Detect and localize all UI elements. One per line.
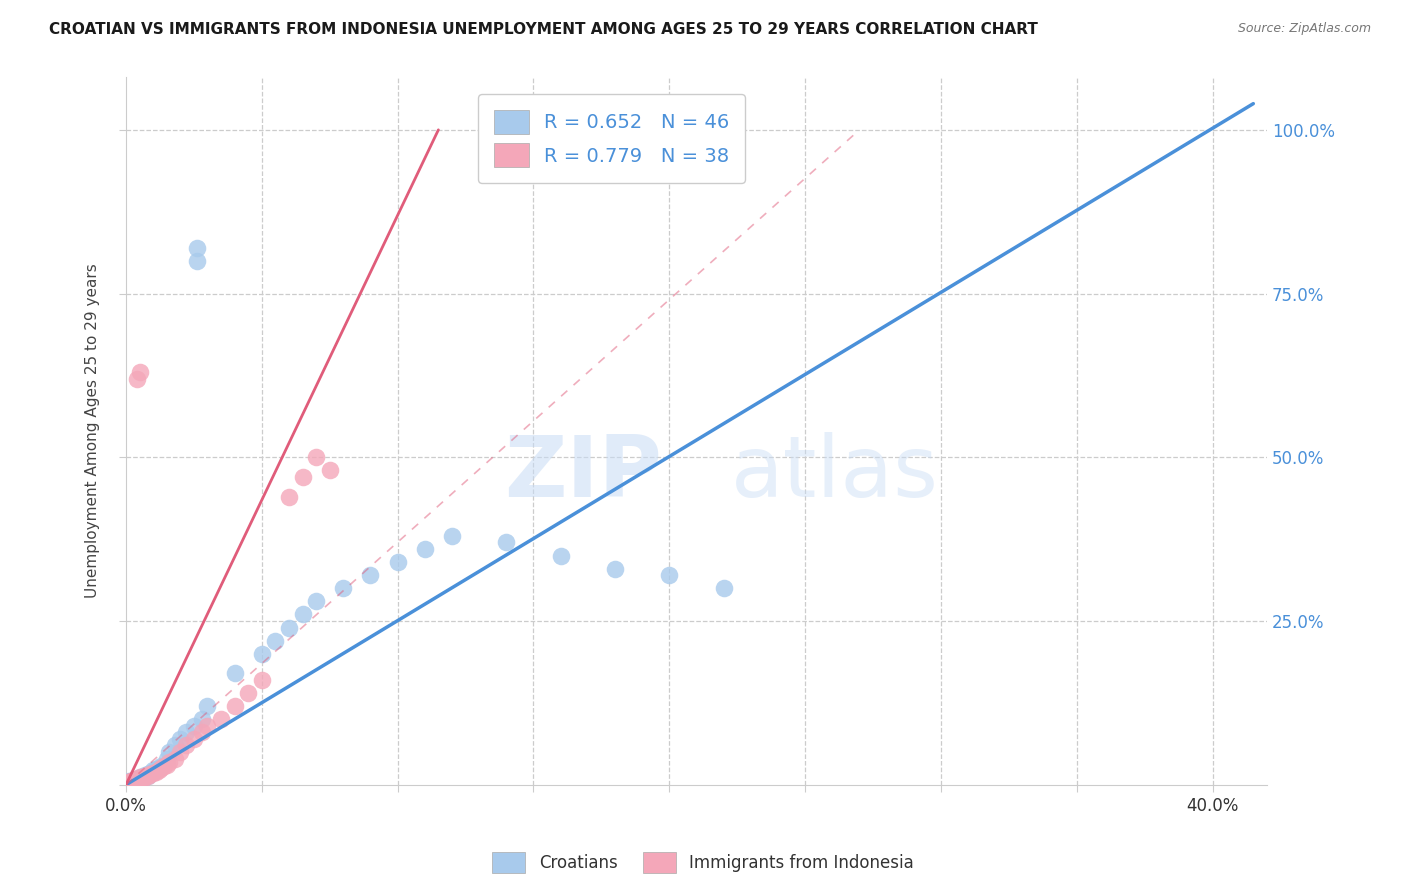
Point (128, 770, 150, 784)
Point (209, 712, 232, 726)
Y-axis label: Unemployment Among Ages 25 to 29 years: Unemployment Among Ages 25 to 29 years (86, 264, 100, 599)
Point (150, 759, 173, 773)
Point (250, 647, 273, 661)
Point (128, 365, 150, 379)
Point (169, 745, 191, 759)
Point (128, 771, 150, 785)
Point (125, 772, 148, 786)
Point (186, 253, 208, 268)
Point (224, 699, 246, 714)
Point (291, 607, 314, 622)
Point (122, 773, 145, 788)
Point (142, 766, 165, 780)
Point (163, 739, 186, 753)
Point (120, 773, 142, 788)
Point (387, 555, 409, 569)
Point (359, 568, 381, 582)
Point (197, 719, 219, 733)
Point (713, 582, 735, 596)
Legend: R = 0.652   N = 46, R = 0.779   N = 38: R = 0.652 N = 46, R = 0.779 N = 38 (478, 95, 745, 183)
Point (122, 772, 145, 787)
Point (495, 535, 517, 549)
Point (136, 768, 159, 782)
Text: atlas: atlas (731, 432, 939, 515)
Point (120, 773, 142, 788)
Point (122, 772, 145, 787)
Point (153, 759, 176, 773)
Point (131, 772, 153, 787)
Point (131, 771, 153, 785)
Point (603, 561, 626, 575)
Point (305, 594, 328, 608)
Point (250, 673, 273, 687)
Point (145, 762, 167, 776)
Point (150, 761, 173, 775)
Point (319, 463, 342, 477)
Point (118, 774, 141, 789)
Point (550, 549, 572, 563)
Point (120, 774, 142, 789)
Point (145, 764, 167, 779)
Point (156, 758, 179, 772)
Point (134, 768, 156, 782)
Point (131, 772, 153, 787)
Point (125, 774, 148, 789)
Point (224, 666, 246, 681)
Point (142, 764, 165, 779)
Point (658, 568, 681, 582)
Point (131, 771, 153, 785)
Point (125, 372, 148, 386)
Text: CROATIAN VS IMMIGRANTS FROM INDONESIA UNEMPLOYMENT AMONG AGES 25 TO 29 YEARS COR: CROATIAN VS IMMIGRANTS FROM INDONESIA UN… (49, 22, 1038, 37)
Point (139, 766, 162, 780)
Point (128, 770, 150, 784)
Point (159, 745, 181, 759)
Point (191, 712, 214, 726)
Point (174, 725, 197, 739)
Point (125, 772, 148, 786)
Point (156, 751, 179, 765)
Point (174, 739, 197, 753)
Point (118, 775, 141, 789)
Point (136, 768, 159, 782)
Point (125, 773, 148, 788)
Point (128, 771, 150, 785)
Point (163, 751, 186, 765)
Point (148, 764, 170, 778)
Point (159, 755, 181, 769)
Point (169, 731, 191, 746)
Point (183, 731, 205, 746)
Point (134, 769, 156, 783)
Point (139, 767, 162, 781)
Point (191, 725, 214, 739)
Point (278, 490, 301, 504)
Point (413, 541, 436, 556)
Legend: Croatians, Immigrants from Indonesia: Croatians, Immigrants from Indonesia (485, 846, 921, 880)
Point (183, 719, 205, 733)
Point (122, 773, 145, 788)
Point (291, 470, 314, 484)
Point (278, 621, 301, 635)
Text: Source: ZipAtlas.com: Source: ZipAtlas.com (1237, 22, 1371, 36)
Point (134, 769, 156, 783)
Point (142, 764, 165, 778)
Point (136, 767, 159, 781)
Point (136, 768, 159, 782)
Point (238, 686, 260, 700)
Point (440, 529, 463, 543)
Point (332, 582, 354, 596)
Point (197, 699, 219, 714)
Point (305, 450, 328, 465)
Point (148, 761, 170, 775)
Text: ZIP: ZIP (505, 432, 662, 515)
Point (264, 633, 287, 648)
Point (186, 241, 208, 255)
